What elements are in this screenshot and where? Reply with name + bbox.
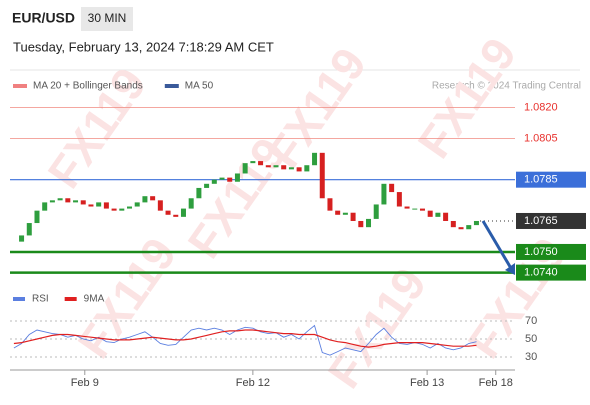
candle bbox=[173, 214, 179, 217]
rsi-panel: RSI 9MA 70 50 30 bbox=[10, 294, 537, 363]
x-tick-label: Feb 18 bbox=[479, 377, 513, 389]
legend-label: 9MA bbox=[84, 294, 105, 305]
candle bbox=[42, 202, 48, 211]
candle bbox=[127, 206, 133, 209]
candle bbox=[111, 208, 117, 211]
candle bbox=[381, 183, 387, 205]
legend-label: RSI bbox=[32, 294, 49, 305]
rsi-line bbox=[13, 329, 477, 348]
credit: Research © 2024 Trading Central bbox=[432, 81, 581, 92]
candle bbox=[350, 212, 356, 221]
level-label: 1.0740 bbox=[524, 267, 558, 279]
candle bbox=[258, 161, 264, 166]
candle bbox=[273, 165, 279, 168]
forecast-arrow bbox=[481, 220, 514, 271]
candle bbox=[373, 204, 379, 219]
candle bbox=[73, 200, 79, 203]
candle bbox=[196, 187, 202, 199]
candle bbox=[443, 212, 449, 221]
candle bbox=[119, 208, 125, 211]
candle bbox=[157, 200, 163, 211]
y-tick-label: 30 bbox=[525, 351, 537, 363]
legend-swatch bbox=[13, 84, 27, 88]
candle bbox=[389, 183, 395, 193]
legend-swatch bbox=[164, 84, 179, 88]
candle bbox=[288, 167, 294, 170]
y-tick-label: 50 bbox=[525, 333, 537, 345]
candle bbox=[319, 152, 325, 199]
level-box bbox=[516, 171, 586, 188]
x-tick-label: Feb 12 bbox=[236, 377, 270, 389]
legend-label: MA 50 bbox=[185, 81, 214, 92]
legend-label: MA 20 + Bollinger Bands bbox=[33, 81, 143, 92]
candle bbox=[427, 210, 433, 217]
rsi-line bbox=[13, 324, 477, 356]
candle bbox=[88, 204, 94, 207]
interval: 30 MIN bbox=[88, 11, 127, 25]
candle bbox=[419, 208, 425, 211]
candle bbox=[312, 152, 318, 166]
candle bbox=[473, 220, 479, 226]
candle bbox=[342, 212, 348, 215]
legend-swatch bbox=[13, 297, 25, 301]
level-label: 1.0750 bbox=[524, 246, 558, 258]
timestamp: Tuesday, February 13, 2024 7:18:29 AM CE… bbox=[13, 39, 274, 54]
x-tick-label: Feb 9 bbox=[71, 377, 99, 389]
candle bbox=[65, 198, 71, 203]
symbol: EUR/USD bbox=[12, 10, 75, 26]
legend-swatch bbox=[64, 297, 77, 301]
level-label: 1.0765 bbox=[524, 215, 558, 227]
y-tick-label: 70 bbox=[525, 315, 537, 327]
level-box bbox=[516, 264, 586, 281]
candle bbox=[358, 220, 364, 228]
candle bbox=[103, 202, 109, 209]
candle bbox=[265, 165, 271, 168]
forecast-arrow-head bbox=[505, 263, 515, 275]
candle bbox=[150, 196, 156, 201]
candle bbox=[227, 177, 233, 182]
candle bbox=[19, 235, 25, 242]
candle bbox=[34, 210, 40, 224]
candle bbox=[281, 165, 287, 170]
candle bbox=[96, 202, 102, 207]
price-panel: MA 20 + Bollinger Bands MA 50 1.0820 1.0805… bbox=[10, 81, 586, 281]
candle bbox=[458, 227, 464, 230]
candle bbox=[304, 165, 310, 172]
level-box bbox=[516, 212, 586, 229]
candle bbox=[142, 196, 148, 203]
candle bbox=[180, 208, 186, 217]
candle bbox=[80, 200, 86, 205]
candle bbox=[250, 161, 256, 164]
candle bbox=[335, 210, 341, 215]
candle bbox=[396, 192, 402, 207]
candle bbox=[412, 208, 418, 210]
candle bbox=[134, 202, 140, 207]
candle bbox=[57, 198, 63, 201]
level-label: 1.0785 bbox=[524, 174, 558, 186]
candle bbox=[466, 225, 472, 230]
candle bbox=[242, 163, 248, 174]
candle bbox=[26, 223, 32, 236]
candle bbox=[366, 218, 372, 228]
candle bbox=[450, 220, 456, 228]
candle bbox=[188, 198, 194, 209]
candle bbox=[404, 206, 410, 209]
level-box bbox=[516, 243, 586, 260]
level-label: 1.0805 bbox=[524, 132, 558, 144]
candle bbox=[49, 200, 55, 203]
interval-box bbox=[81, 7, 133, 31]
candle bbox=[327, 198, 333, 211]
candle bbox=[165, 210, 171, 215]
candle bbox=[211, 179, 217, 184]
candle bbox=[234, 173, 240, 182]
candle bbox=[204, 183, 210, 188]
candle bbox=[435, 212, 441, 217]
candle bbox=[219, 177, 225, 180]
candle bbox=[296, 167, 302, 172]
level-label: 1.0820 bbox=[524, 101, 558, 113]
x-tick-label: Feb 13 bbox=[410, 377, 444, 389]
